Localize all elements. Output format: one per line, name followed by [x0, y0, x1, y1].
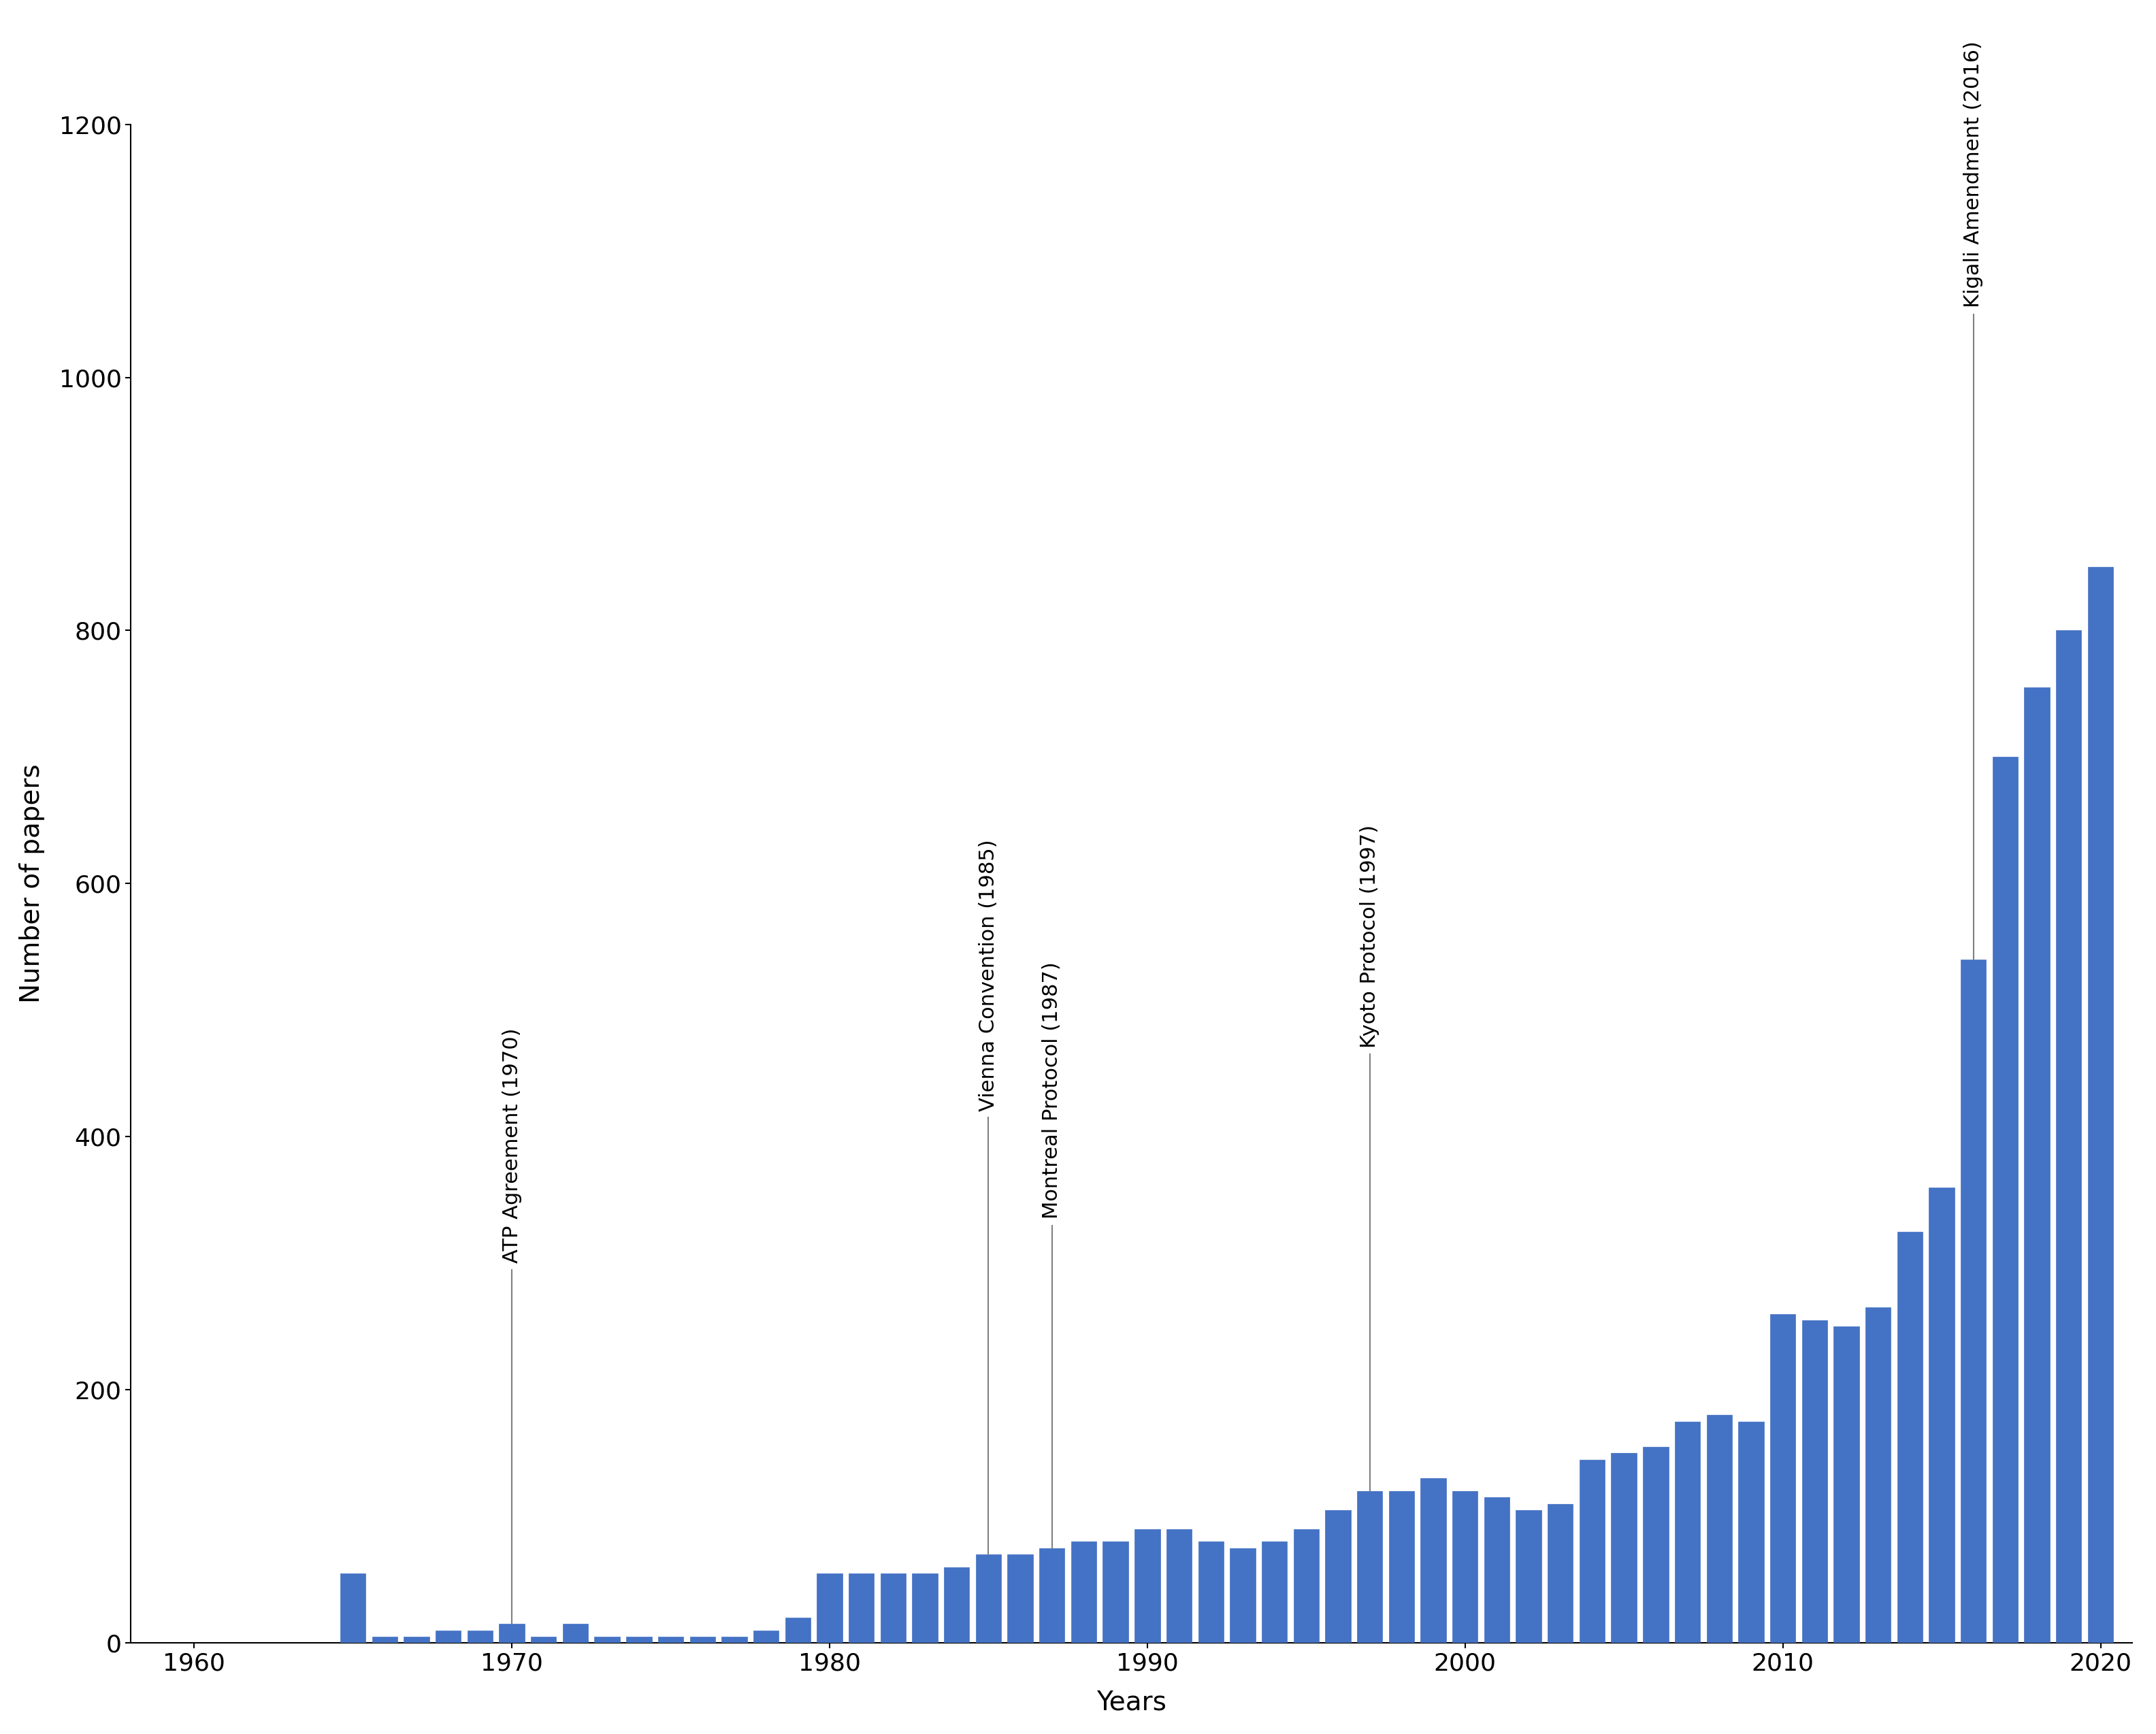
- Bar: [403, 1637, 429, 1642]
- Text: ATP Agreement (1970): ATP Agreement (1970): [502, 1028, 522, 1264]
- Text: Kyoto Protocol (1997): Kyoto Protocol (1997): [1360, 825, 1380, 1047]
- Bar: [658, 1637, 683, 1642]
- Bar: [1072, 1542, 1097, 1642]
- Bar: [1897, 1231, 1923, 1642]
- Bar: [722, 1637, 746, 1642]
- Bar: [1039, 1548, 1065, 1642]
- Bar: [880, 1573, 906, 1642]
- Bar: [341, 1573, 367, 1642]
- Bar: [1960, 959, 1986, 1642]
- Bar: [563, 1625, 589, 1642]
- Bar: [1229, 1548, 1255, 1642]
- Bar: [1611, 1453, 1636, 1642]
- Text: Vienna Convention (1985): Vienna Convention (1985): [979, 839, 998, 1111]
- Text: Kigali Amendment (2016): Kigali Amendment (2016): [1964, 42, 1984, 307]
- Bar: [1294, 1529, 1319, 1642]
- Bar: [1770, 1314, 1796, 1642]
- Bar: [625, 1637, 651, 1642]
- Bar: [752, 1630, 778, 1642]
- Y-axis label: Number of papers: Number of papers: [19, 765, 45, 1004]
- Bar: [436, 1630, 461, 1642]
- Text: Montreal Protocol (1987): Montreal Protocol (1987): [1041, 962, 1063, 1219]
- Bar: [2024, 687, 2050, 1642]
- Bar: [1802, 1320, 1828, 1642]
- Bar: [1483, 1498, 1509, 1642]
- Bar: [1833, 1327, 1858, 1642]
- Bar: [1738, 1422, 1764, 1642]
- Bar: [785, 1618, 811, 1642]
- Bar: [595, 1637, 621, 1642]
- Bar: [1261, 1542, 1287, 1642]
- Bar: [1134, 1529, 1160, 1642]
- Bar: [849, 1573, 873, 1642]
- Bar: [1580, 1460, 1604, 1642]
- Bar: [1930, 1188, 1953, 1642]
- Bar: [500, 1625, 524, 1642]
- Bar: [373, 1637, 397, 1642]
- Bar: [2087, 567, 2113, 1642]
- Bar: [1453, 1491, 1477, 1642]
- Bar: [1388, 1491, 1414, 1642]
- Bar: [1199, 1542, 1225, 1642]
- Bar: [817, 1573, 843, 1642]
- Bar: [1326, 1510, 1350, 1642]
- Bar: [468, 1630, 494, 1642]
- Bar: [2057, 631, 2081, 1642]
- X-axis label: Years: Years: [1097, 1689, 1166, 1715]
- Bar: [1548, 1503, 1574, 1642]
- Bar: [1643, 1446, 1669, 1642]
- Bar: [1421, 1479, 1447, 1642]
- Bar: [1516, 1510, 1542, 1642]
- Bar: [690, 1637, 716, 1642]
- Bar: [977, 1554, 1000, 1642]
- Bar: [530, 1637, 556, 1642]
- Bar: [1166, 1529, 1192, 1642]
- Bar: [1865, 1307, 1891, 1642]
- Bar: [912, 1573, 938, 1642]
- Bar: [944, 1568, 970, 1642]
- Bar: [1675, 1422, 1701, 1642]
- Bar: [1007, 1554, 1033, 1642]
- Bar: [1992, 758, 2018, 1642]
- Bar: [1356, 1491, 1382, 1642]
- Bar: [1104, 1542, 1128, 1642]
- Bar: [1708, 1415, 1731, 1642]
